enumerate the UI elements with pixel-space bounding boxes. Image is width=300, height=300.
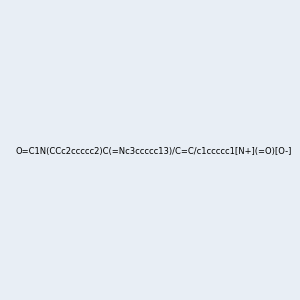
Text: O=C1N(CCc2ccccc2)C(=Nc3ccccc13)/C=C/c1ccccc1[N+](=O)[O-]: O=C1N(CCc2ccccc2)C(=Nc3ccccc13)/C=C/c1cc… — [16, 147, 292, 156]
